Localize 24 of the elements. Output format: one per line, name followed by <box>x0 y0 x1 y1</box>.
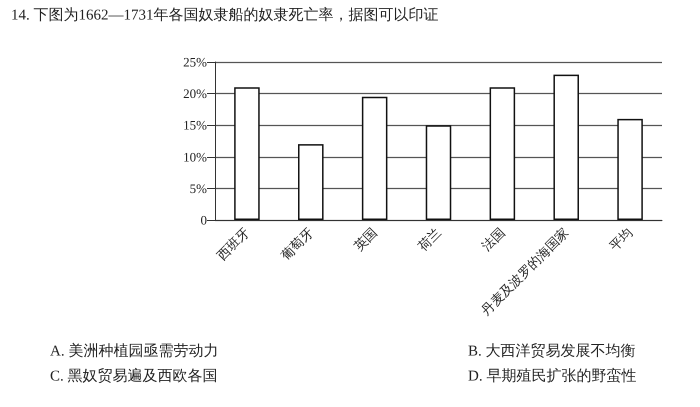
y-tick-label: 10% <box>183 149 208 164</box>
bar <box>617 118 643 220</box>
text: A. 美洲种植园亟需劳动力 <box>50 342 218 360</box>
y-tick-label: 20% <box>183 86 208 102</box>
text: B. 大西洋贸易发展不均衡 <box>468 342 636 360</box>
x-tick-label: 平均 <box>606 224 636 254</box>
text: C. 黑奴贸易遍及西欧各国 <box>50 368 218 384</box>
bar <box>298 144 324 220</box>
bar <box>553 74 579 220</box>
x-tick-label: 西班牙 <box>214 224 252 263</box>
y-tick-label: 15% <box>183 118 208 133</box>
chart-title: 14. 下图为1662—1731年各国奴隶船的奴隶死亡率，据图可以印证 <box>11 6 438 24</box>
x-tick-label: 法国 <box>478 224 508 254</box>
bar <box>426 125 452 220</box>
x-tick-label: 荷兰 <box>414 224 444 254</box>
y-tick-label: 25% <box>183 54 208 70</box>
y-tick-label: 0 <box>200 212 207 228</box>
text: D. 早期殖民扩张的野蛮性 <box>468 368 636 384</box>
bar <box>362 96 388 220</box>
bar <box>490 87 516 220</box>
bar <box>234 87 260 220</box>
x-tick-label: 葡萄牙 <box>278 224 316 263</box>
y-tick-label: 5% <box>190 180 208 196</box>
x-tick-label: 英国 <box>350 224 380 254</box>
